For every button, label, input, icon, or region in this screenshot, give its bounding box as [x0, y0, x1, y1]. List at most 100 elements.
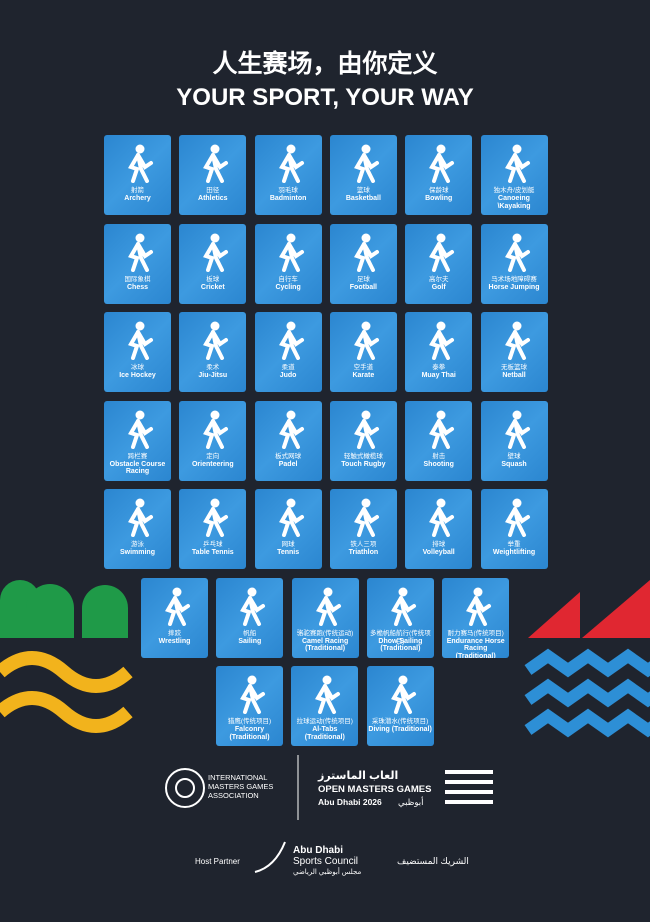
- adsc-1: Abu Dhabi: [293, 845, 343, 856]
- sport-name-en: Wrestling: [158, 637, 191, 645]
- sport-name-en: Al-Tabs (Traditional): [304, 726, 345, 741]
- sport-name-zh: 铁人三项: [350, 541, 377, 548]
- sport-name-en: Chess: [126, 283, 148, 291]
- omg-logo: [445, 770, 493, 804]
- imga-logo: [165, 768, 205, 808]
- sport-name-zh: 泰拳: [432, 364, 446, 371]
- sport-tile: 猎鹰(传统项目) Falconry (Traditional): [216, 666, 283, 746]
- sport-icon: [422, 497, 456, 537]
- sport-tile: 独木舟/皮划艇 Canoeing \Kayaking: [480, 135, 548, 215]
- green-arches: [0, 580, 128, 638]
- sport-name-zh: 射箭: [131, 187, 144, 194]
- sport-name-zh: 耐力赛马(传统项目): [447, 629, 504, 637]
- sport-tile: 马术场地障碍赛 Horse Jumping: [480, 223, 548, 304]
- sport-icon: [347, 143, 381, 183]
- sport-name-en: Athletics: [198, 195, 228, 202]
- sport-tile: 柔术 Jiu-Jitsu: [179, 312, 247, 392]
- sport-icon: [272, 143, 306, 183]
- imga-name: INTERNATIONAL MASTERS GAMES ASSOCIATION: [208, 773, 274, 800]
- pictogram: [278, 498, 304, 537]
- pictogram: [353, 321, 379, 360]
- sport-tile: 帆船 Sailing: [216, 577, 284, 658]
- sport-name-zh: 定向: [206, 452, 220, 460]
- pictogram: [504, 144, 530, 183]
- sport-name-en: Dhow Sailing (Traditional): [378, 637, 423, 653]
- sport-name-zh: 游泳: [131, 541, 144, 548]
- pictogram: [203, 144, 229, 183]
- omg-city: Abu Dhabi 2026: [318, 797, 382, 807]
- sport-name-zh: 保龄球: [428, 187, 449, 194]
- sport-tile: 羽毛球 Badminton: [254, 135, 322, 215]
- sport-tile: 射击 Shooting: [405, 400, 473, 481]
- yellow-waves: [0, 651, 133, 733]
- pictogram: [429, 410, 455, 449]
- sport-icon: [384, 586, 418, 626]
- sport-tile: 足球 Football: [329, 223, 397, 304]
- pictogram: [353, 144, 379, 183]
- sport-tile: 排球 Volleyball: [405, 489, 473, 569]
- pictogram: [466, 587, 492, 626]
- omg-ar: العاب الماسترز: [318, 770, 399, 782]
- sport-icon: [498, 497, 532, 537]
- sport-name-zh: 举重: [507, 541, 521, 548]
- sport-name-en: Jiu-Jitsu: [198, 372, 228, 379]
- sport-tile: 骆驼赛跑(传统运动) Camel Racing (Traditional): [291, 577, 359, 658]
- pictogram: [429, 233, 455, 272]
- sport-name-zh: 板式网球: [275, 452, 302, 460]
- sport-name-en: Netball: [502, 372, 526, 379]
- sport-icon: [121, 143, 155, 183]
- sport-name-en: Golf: [431, 283, 446, 291]
- sport-name-zh: 多桅帆船航行(传统项目): [370, 629, 431, 645]
- sport-tile: 跨栏赛 Obstacle Course Racing: [104, 400, 171, 481]
- sport-tile: 自行车 Cycling: [254, 223, 322, 304]
- sport-name-zh: 无板篮球: [501, 364, 527, 371]
- sport-icon: [196, 320, 230, 360]
- sport-icon: [498, 409, 532, 449]
- sport-name-zh: 自行车: [278, 275, 298, 283]
- sport-icon: [422, 320, 456, 360]
- sport-name-zh: 马术场地障碍赛: [491, 275, 537, 283]
- pictogram: [278, 321, 304, 360]
- sport-name-en: Obstacle Course Racing: [109, 460, 166, 476]
- adsc-logo: [254, 841, 286, 873]
- sport-icon: [272, 232, 306, 272]
- pictogram: [504, 321, 530, 360]
- sport-tile: 篮球 Basketball: [329, 135, 397, 215]
- pictogram: [353, 233, 379, 272]
- sport-icon: [272, 497, 306, 537]
- sport-icon: [308, 674, 342, 714]
- sport-name-zh: 射击: [432, 452, 446, 460]
- sport-name-zh: 冰球: [131, 364, 144, 371]
- sport-icon: [158, 586, 192, 626]
- sport-icon: [422, 143, 456, 183]
- sport-tile: 网球 Tennis: [254, 489, 322, 569]
- sport-name-en: Tennis: [277, 549, 300, 556]
- sport-name-en: Diving (Traditional): [368, 726, 432, 733]
- sport-name-zh: 跨栏赛: [127, 452, 148, 460]
- sport-name-en: Triathlon: [348, 549, 379, 556]
- sport-icon: [272, 320, 306, 360]
- sport-tile: 高尔夫 Golf: [405, 223, 473, 304]
- sport-icon: [459, 586, 493, 626]
- sport-icon: [347, 320, 381, 360]
- sport-name-en: Cricket: [200, 283, 225, 291]
- sport-name-en: Falconry (Traditional): [229, 726, 270, 741]
- sport-name-zh: 独木舟/皮划艇: [493, 187, 535, 194]
- sport-icon: [233, 586, 267, 626]
- sport-name-zh: 国际象棋: [124, 275, 151, 283]
- sport-icon: [196, 232, 230, 272]
- pictogram: [429, 498, 455, 537]
- sport-tile: 壁球 Squash: [480, 400, 548, 481]
- sport-name-en: Cycling: [275, 283, 301, 291]
- sport-name-en: Orienteering: [191, 460, 234, 468]
- sport-name-zh: 柔道: [281, 364, 295, 371]
- pictogram: [429, 321, 455, 360]
- pictogram: [353, 498, 379, 537]
- pictogram: [504, 410, 530, 449]
- sport-name-zh: 网球: [281, 541, 295, 548]
- pictogram: [203, 498, 229, 537]
- adsc-2: Sports Council: [293, 856, 359, 867]
- sport-tile: 无板篮球 Netball: [480, 312, 548, 392]
- sport-name-zh: 柔术: [206, 364, 220, 371]
- sport-icon: [233, 674, 267, 714]
